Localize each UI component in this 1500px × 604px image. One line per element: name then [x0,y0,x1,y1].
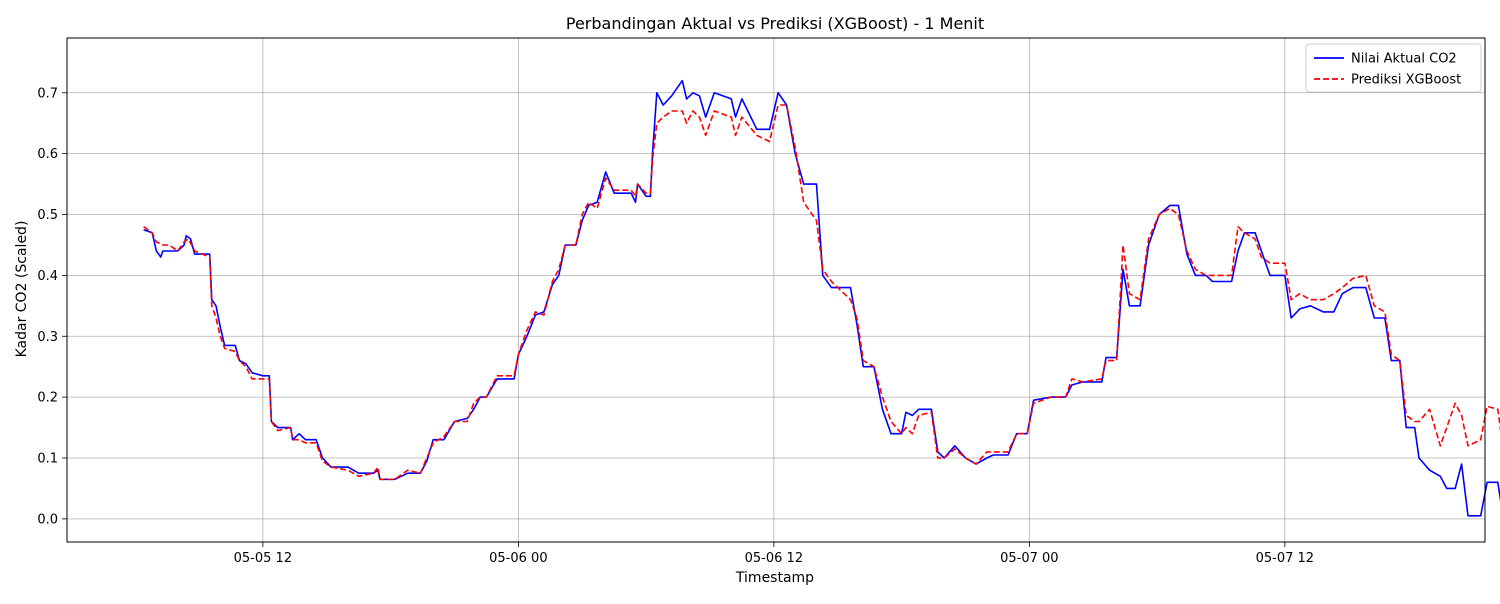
x-tick-label: 05-07 00 [1000,551,1058,566]
grid-layer [67,38,1485,542]
y-tick-label: 0.2 [37,391,58,406]
x-axis-label: Timestamp [735,570,814,586]
y-tick-label: 0.0 [37,512,58,527]
chart-title: Perbandingan Aktual vs Prediksi (XGBoost… [566,14,984,33]
y-tick-label: 0.7 [37,86,58,101]
y-tick-label: 0.6 [37,147,58,162]
ticks-layer: 05-05 12 05-06 00 05-06 12 05-07 00 05-07 12… [37,86,1314,566]
y-tick-label: 0.4 [37,269,58,284]
legend: Nilai Aktual CO2 Prediksi XGBoost [1305,43,1482,93]
y-tick-label: 0.3 [37,330,58,345]
x-tick-label: 05-05 12 [234,551,292,566]
x-tick-label: 05-06 12 [745,551,803,566]
y-axis-label: Kadar CO2 (Scaled) [14,221,30,358]
legend-box [1305,43,1482,93]
series-line-actual [143,79,1500,517]
y-tick-label: 0.5 [37,208,58,223]
x-tick-label: 05-07 12 [1256,551,1314,566]
series-line-prediction [143,104,1500,481]
series-layer [143,79,1500,517]
y-tick-label: 0.1 [37,452,58,467]
plot-frame [66,37,1486,543]
legend-label: Prediksi XGBoost [1351,73,1461,88]
legend-label: Nilai Aktual CO2 [1351,52,1457,67]
x-tick-label: 05-06 00 [489,551,547,566]
